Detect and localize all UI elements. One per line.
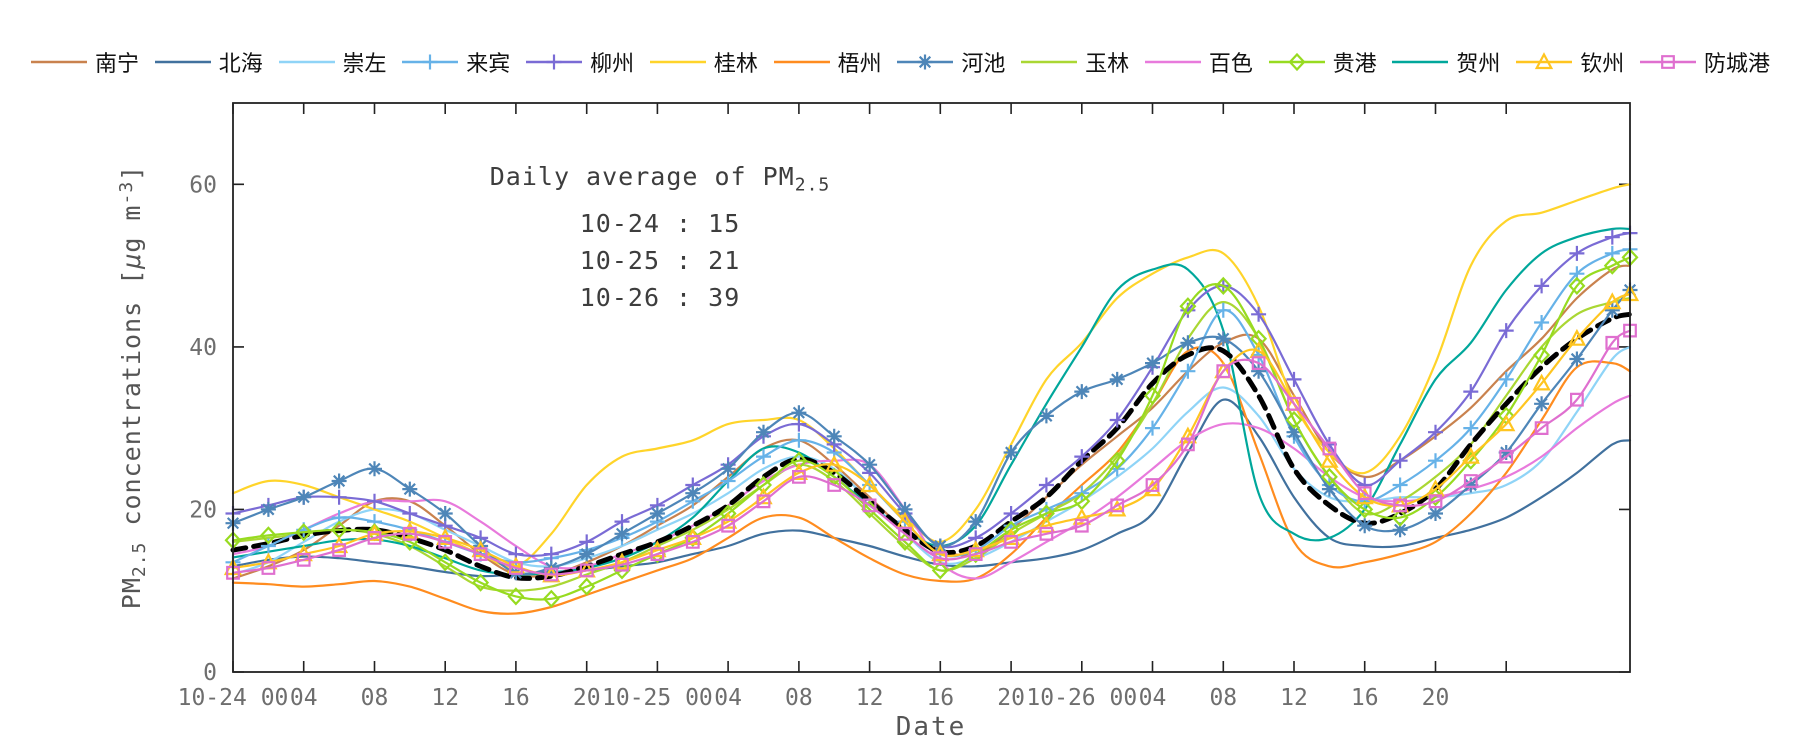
x-tick-label: 10-26 00 [1026, 685, 1137, 711]
square-markers [226, 323, 1637, 582]
legend-line-sample-laibin [402, 54, 459, 70]
legend-line-sample-nanning [31, 60, 87, 64]
annotation-title: Daily average of PM2.5 [489, 162, 831, 196]
x-tick-label: 08 [785, 685, 813, 711]
legend-line-sample-fangchenggang [1639, 55, 1696, 69]
legend-item-beihai: 北海 [154, 46, 263, 78]
legend-item-guigang: 贵港 [1268, 46, 1377, 78]
x-tick-label: 10-25 00 [602, 685, 713, 711]
legend-line-sample-guilin [649, 60, 706, 64]
legend-item-fangchenggang: 防城港 [1639, 46, 1770, 78]
x-tick-label: 12 [1280, 685, 1308, 711]
legend-label-guilin: 桂林 [713, 51, 758, 76]
legend-label-baise: 百色 [1208, 51, 1253, 76]
series-hechi [225, 282, 1638, 581]
legend-line-sample-guigang [1268, 52, 1325, 72]
x-tick-label: 04 [290, 685, 318, 711]
annotation-line-1: 10-24 : 15 [579, 209, 741, 239]
annotation-line-3: 10-26 : 39 [579, 283, 741, 313]
legend-item-hezhou: 贺州 [1391, 46, 1500, 78]
tick-marks [232, 103, 1630, 673]
legend-label-wuzhou: 梧州 [837, 51, 882, 76]
y-tick-label: 40 [189, 335, 217, 361]
legend-item-laibin: 来宾 [401, 46, 510, 78]
legend-item-baise: 百色 [1144, 46, 1253, 78]
triangle-marker-icon [1535, 52, 1554, 70]
y-tick-label: 0 [203, 660, 217, 686]
x-tick-label: 16 [926, 685, 954, 711]
asterisk-marker-icon [917, 54, 933, 70]
legend-line-sample-beihai [154, 60, 211, 64]
legend-item-chongzuo: 崇左 [278, 46, 387, 78]
legend-item-qinzhou: 钦州 [1515, 46, 1624, 78]
series-fangchenggang [226, 323, 1637, 582]
legend-item-wuzhou: 梧州 [773, 46, 882, 78]
legend-label-fangchenggang: 防城港 [1703, 51, 1770, 76]
legend-item-yulin: 玉林 [1020, 46, 1129, 78]
legend-line-sample-chongzuo [278, 60, 335, 64]
daily-average-annotation: Daily average of PM2.5 10-24 : 15 10-25 … [450, 162, 870, 316]
y-axis-label: PM2.5 concentrations [μg m-3] [115, 164, 151, 610]
legend-label-hechi: 河池 [961, 51, 1006, 76]
legend-line-sample-wuzhou [773, 60, 830, 64]
legend-item-hechi: 河池 [896, 46, 1005, 78]
legend-label-beihai: 北海 [218, 51, 263, 76]
x-tick-label: 12 [431, 685, 459, 711]
x-tick-label: 04 [1139, 685, 1167, 711]
legend-item-nanning: 南宁 [30, 46, 139, 78]
legend-item-liuzhou: 柳州 [525, 46, 634, 78]
annotation-line-2: 10-25 : 21 [579, 246, 741, 276]
plus-marker-icon [546, 54, 562, 70]
tick-labels: 10-24 00 04 08 12 16 20 10-25 00 04 08 12 16 20 10-2… [178, 172, 1450, 711]
legend-label-laibin: 来宾 [466, 51, 511, 76]
legend-line-sample-qinzhou [1516, 52, 1573, 70]
x-axis-label: Date [895, 712, 967, 742]
x-tick-label: 16 [502, 685, 530, 711]
plus-marker-icon [422, 54, 438, 70]
legend-label-hezhou: 贺州 [1456, 51, 1501, 76]
legend-line-sample-liuzhou [526, 54, 583, 70]
legend-line-sample-baise [1144, 60, 1201, 64]
series-nanning [231, 264, 1632, 580]
legend-item-guilin: 桂林 [649, 46, 758, 78]
series-wuzhou [231, 346, 1632, 615]
x-tick-label: 04 [714, 685, 742, 711]
legend-label-qinzhou: 钦州 [1580, 51, 1625, 76]
legend-label-guigang: 贵港 [1332, 51, 1377, 76]
legend: 南宁 北海 崇左 来宾 柳州 桂林 梧州 河池 玉林 百色 贵港 贺州 钦州 防城港 [30, 46, 1770, 78]
y-tick-label: 20 [189, 497, 217, 523]
x-tick-label: 20 [997, 685, 1025, 711]
x-tick-label: 08 [1209, 685, 1237, 711]
x-tick-label: 16 [1351, 685, 1379, 711]
x-tick-label: 10-24 00 [178, 685, 289, 711]
legend-line-sample-hezhou [1392, 60, 1449, 64]
x-tick-label: 20 [1422, 685, 1450, 711]
legend-label-liuzhou: 柳州 [590, 51, 635, 76]
diamond-marker-icon [1288, 52, 1306, 72]
legend-line-sample-hechi [897, 54, 954, 70]
legend-line-sample-yulin [1021, 60, 1078, 64]
series-qinzhou [223, 284, 1640, 583]
legend-label-yulin: 玉林 [1085, 51, 1130, 76]
x-tick-label: 08 [361, 685, 389, 711]
legend-label-chongzuo: 崇左 [342, 51, 387, 76]
y-tick-label: 60 [189, 172, 217, 198]
square-marker-icon [1661, 55, 1675, 69]
legend-label-nanning: 南宁 [95, 51, 140, 76]
plot-frame [232, 102, 1631, 673]
x-tick-label: 12 [856, 685, 884, 711]
x-tick-label: 20 [573, 685, 601, 711]
